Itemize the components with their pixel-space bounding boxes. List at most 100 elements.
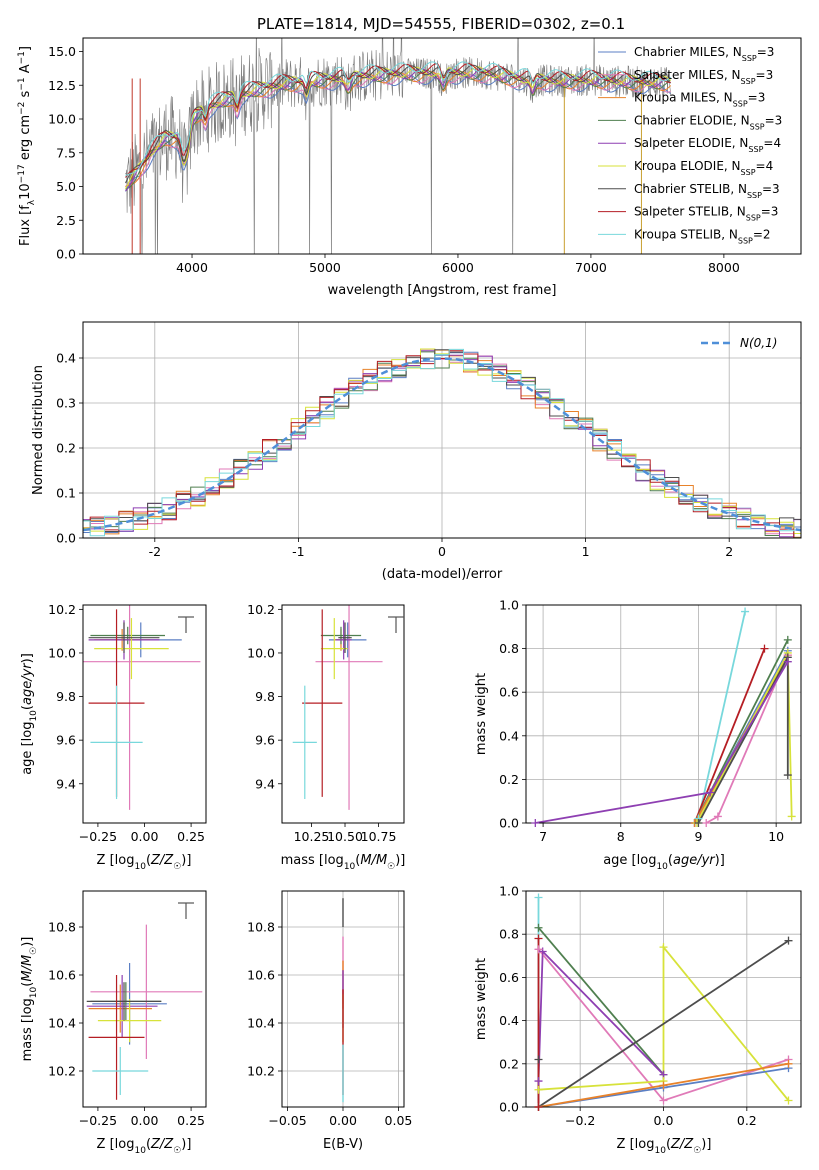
plus-marker (534, 923, 543, 932)
observed-spectrum-line (125, 38, 671, 254)
plus-marker (534, 893, 543, 902)
plus-marker (534, 1085, 543, 1094)
x-tick-label: 0.25 (177, 1113, 205, 1128)
plus-marker (538, 947, 547, 956)
y-tick-label: 1.0 (499, 598, 519, 613)
y-axis-label: age [log10(age/yr)] (20, 653, 39, 775)
model-spectrum-line (125, 72, 671, 188)
panel-mass-vs-EBV: −0.05 0.00 0.05 10.2 10.4 10.6 10.8 (247, 890, 413, 1128)
model-spectrum-line (125, 62, 671, 178)
x-tick-label: 0.00 (131, 829, 159, 844)
plus-marker (784, 936, 793, 945)
y-tick-label: 0.2 (499, 1056, 519, 1071)
y-tick-label: 9.8 (56, 689, 76, 704)
y-tick-label: 9.4 (56, 776, 76, 791)
legend-entry-label: Chabrier MILES, NSSP=3 (634, 45, 774, 63)
x-tick-label: 0.2 (737, 1113, 757, 1128)
y-axis-label: Normed distribution (31, 365, 46, 495)
y-tick-label: 10.0 (247, 645, 275, 660)
x-tick-label: −0.2 (565, 1113, 595, 1128)
y-tick-label: 10.2 (247, 1064, 275, 1079)
plus-marker (783, 635, 792, 644)
x-tick-label: 0.0 (654, 1113, 674, 1128)
x-axis-label: Z [log10(Z/Z☉)] (617, 1137, 712, 1156)
legend-entry-label: Salpeter ELODIE, NSSP=4 (634, 136, 781, 154)
plus-marker (534, 945, 543, 954)
y-tick-label: 10.4 (48, 1016, 76, 1031)
x-tick-label: 7 (539, 829, 547, 844)
x-tick-label: 0 (438, 544, 446, 559)
y-tick-label: 10.8 (247, 920, 275, 935)
figure-title: PLATE=1814, MJD=54555, FIBERID=0302, z=0… (257, 15, 625, 33)
y-tick-label: 10.2 (247, 602, 275, 617)
mass-weight-line (697, 656, 789, 823)
plus-marker (783, 657, 792, 666)
legend-entry-label: N(0,1) (740, 336, 777, 350)
plus-marker (784, 1059, 793, 1068)
panel-spectrum: 4000 5000 6000 7000 8000 0.0 2.5 5.0 7.5 10.0 12.5… (48, 37, 802, 275)
legend-entry-label: Salpeter STELIB, NSSP=3 (634, 205, 778, 223)
y-tick-label: 0.4 (56, 351, 76, 366)
model-spectrum-line (125, 66, 672, 189)
x-tick-label: 7000 (575, 260, 607, 275)
x-tick-label: 8 (617, 829, 625, 844)
residual-histogram-step (83, 350, 801, 538)
x-tick-label: 10.50 (327, 829, 363, 844)
y-axis-label: mass [log10(M/M☉)] (20, 937, 39, 1062)
axes-frame (82, 890, 207, 1108)
x-tick-label: 0.25 (177, 829, 205, 844)
x-tick-label: 10 (768, 829, 784, 844)
y-tick-label: 9.8 (255, 689, 275, 704)
y-tick-label: 2.5 (56, 213, 76, 228)
plot-area (125, 38, 672, 254)
y-tick-label: 0.6 (499, 685, 519, 700)
panel-residual-histogram: -2 -1 0 1 2 0.0 0.1 0.2 0.3 0.4 (56, 321, 802, 559)
y-tick-label: 0.2 (499, 772, 519, 787)
plus-marker (531, 819, 540, 827)
y-tick-label: 0.4 (499, 728, 519, 743)
legend-entry-label: Kroupa ELODIE, NSSP=4 (634, 159, 773, 177)
x-axis-label: Z [log10(Z/Z☉)] (97, 1137, 192, 1156)
x-axis-label: mass [log10(M/M☉)] (281, 853, 406, 872)
plot-area (292, 605, 383, 810)
x-tick-label: 8000 (708, 260, 740, 275)
plus-marker (659, 1096, 668, 1105)
plus-marker (694, 819, 703, 827)
axes-frame (525, 890, 802, 1108)
x-tick-label: 1 (582, 544, 590, 559)
residual-histogram-step (83, 349, 801, 532)
y-tick-label: 12.5 (48, 78, 76, 93)
x-tick-label: 10.75 (361, 829, 397, 844)
plus-marker (713, 812, 722, 821)
x-tick-label: 0.05 (385, 1113, 413, 1128)
residual-histogram-step (83, 351, 801, 538)
x-tick-label: −0.25 (79, 829, 117, 844)
plot-area (83, 605, 201, 810)
plus-marker (534, 1055, 543, 1064)
x-axis-label: (data-model)/error (382, 567, 503, 582)
y-tick-label: 0.0 (56, 247, 76, 262)
legend-entry-label: Kroupa MILES, NSSP=3 (634, 91, 765, 109)
y-tick-label: 0.0 (499, 816, 519, 831)
y-tick-label: 10.0 (48, 112, 76, 127)
y-tick-label: 0.1 (56, 486, 76, 501)
x-tick-label: 6000 (442, 260, 474, 275)
plus-marker (659, 943, 668, 952)
legend-entry-label: Chabrier ELODIE, NSSP=3 (634, 113, 782, 130)
y-tick-label: 10.4 (247, 1016, 275, 1031)
x-tick-label: 0.00 (329, 1113, 357, 1128)
legend-entry-label: Salpeter MILES, NSSP=3 (634, 68, 773, 86)
x-axis-label: age [log10(age/yr)] (603, 853, 725, 872)
residual-histogram-step (83, 348, 801, 537)
x-tick-label: -1 (292, 544, 304, 559)
legend-entry-label: Chabrier STELIB, NSSP=3 (634, 182, 780, 200)
x-tick-label: 10.25 (294, 829, 330, 844)
axes-frame (281, 604, 405, 824)
plus-marker (659, 1081, 668, 1090)
x-tick-label: 4000 (176, 260, 208, 275)
panel-mass-weight-vs-Z: −0.2 0.0 0.2 0.0 0.2 0.4 0.6 0.8 1.0 (499, 884, 802, 1128)
y-tick-label: 0.8 (499, 927, 519, 942)
plus-marker (741, 607, 750, 616)
y-tick-label: 0.4 (499, 1013, 519, 1028)
